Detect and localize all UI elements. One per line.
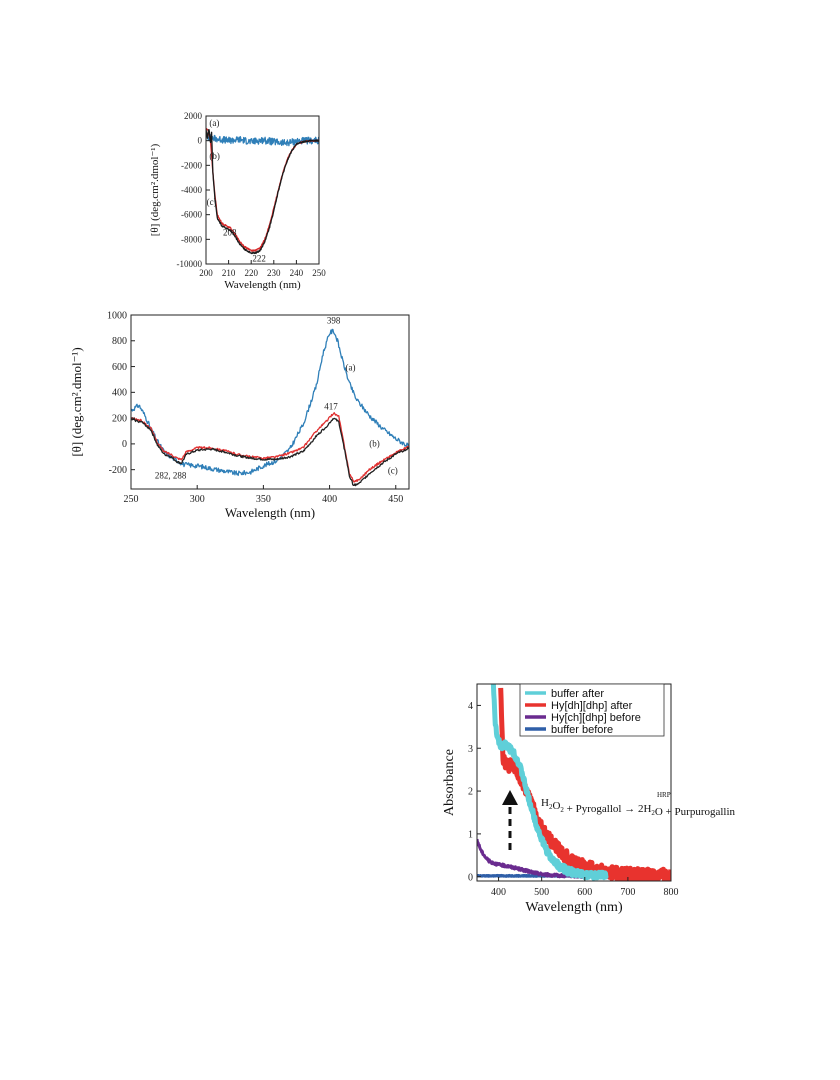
annotation-label: 222: [252, 254, 266, 264]
legend-entry: buffer before: [551, 724, 613, 736]
y-tick-label: 600: [112, 362, 127, 373]
y-tick-label: 2000: [184, 111, 203, 121]
series-line-c: [206, 129, 319, 255]
reaction-catalyst-label: HRP: [657, 791, 671, 799]
annotation-label: 417: [324, 402, 338, 412]
x-axis-label: Wavelength (nm): [525, 900, 623, 915]
y-tick-label: -2000: [181, 160, 202, 170]
reaction-pyrogallol: + Pyrogallol: [564, 803, 624, 815]
legend-entry: buffer after: [551, 688, 604, 700]
y-tick-label: -10000: [177, 259, 203, 269]
chart-panel-1: 200 210 220 230 240 250 2000 0 -2000 -4000 -6000 -8…: [149, 111, 326, 291]
reaction-sub: 2: [560, 806, 564, 814]
x-tick-label: 500: [534, 887, 549, 898]
series-group: [131, 328, 409, 487]
plot-frame: [130, 314, 410, 490]
y-tick-label: -6000: [181, 210, 202, 220]
dashed-arrow: [502, 790, 518, 850]
reaction-text: H2O2 + Pyrogallol → 2H2O + Purpurogallin: [541, 797, 736, 818]
x-tick-label: 250: [312, 268, 326, 278]
annotation-label: (a): [209, 118, 219, 128]
annotation-label: 282, 288: [155, 471, 187, 481]
y-tick-label: 800: [112, 336, 127, 347]
y-axis-label: Absorbance: [442, 749, 457, 816]
reaction-o: O: [552, 800, 560, 812]
annotation-label: (c): [388, 466, 398, 476]
x-tick-label: 300: [190, 494, 205, 505]
reaction-product: O + Purpurogallin: [655, 806, 736, 818]
annotation-label: 398: [327, 315, 341, 325]
x-tick-label: 400: [322, 494, 337, 505]
y-tick-label: 4: [468, 701, 473, 712]
reaction-equation: H2O2 + Pyrogallol → 2H2O + Purpurogallin…: [541, 791, 736, 818]
annotation-label: (c): [207, 197, 217, 207]
reaction-water: 2H: [635, 803, 651, 815]
x-tick-label: 240: [290, 268, 304, 278]
y-tick-label: -8000: [181, 234, 202, 244]
x-axis-label: Wavelength (nm): [224, 279, 301, 291]
annotation-label: (a): [345, 362, 355, 372]
x-axis-label: Wavelength (nm): [225, 505, 315, 520]
series-line-b: [131, 412, 409, 483]
series-line-buffer after: [490, 684, 609, 881]
x-tick-label: 800: [664, 887, 679, 898]
y-tick-label: 3: [468, 744, 473, 755]
y-axis-label: [θ] (deg.cm².dmol⁻¹): [69, 347, 84, 456]
y-tick-label: 0: [122, 439, 127, 450]
x-tick-label: 210: [222, 268, 236, 278]
annotation-label: (b): [209, 151, 220, 161]
reaction-arrow: →: [624, 803, 635, 815]
chart-panel-2: 250 300 350 400 450 1000 800 600 400 200 0 -200 Wave…: [69, 310, 410, 520]
x-tick-label: 230: [267, 268, 281, 278]
y-tick-label: 1: [468, 830, 473, 841]
series-line-a: [206, 133, 319, 147]
y-tick-label: 0: [198, 136, 203, 146]
x-tick-label: 600: [577, 887, 592, 898]
reaction-sub: 2: [651, 809, 655, 817]
y-tick-label: -4000: [181, 185, 202, 195]
annotation-label: (b): [369, 438, 380, 448]
x-tick-label: 250: [124, 494, 139, 505]
x-tick-label: 450: [388, 494, 403, 505]
y-tick-label: 200: [112, 413, 127, 424]
reaction-sub: 2: [549, 803, 553, 811]
series-group: [206, 127, 319, 255]
x-tick-label: 700: [620, 887, 635, 898]
x-tick-label: 220: [244, 268, 258, 278]
x-tick-label: 200: [199, 268, 213, 278]
reaction-h: H: [541, 797, 549, 809]
legend-entry: Hy[ch][dhp] before: [551, 712, 641, 724]
legend-entry: Hy[dh][dhp] after: [551, 700, 633, 712]
y-axis-label: [θ] (deg.cm².dmol⁻¹): [149, 143, 161, 236]
annotation-label: 208: [223, 228, 237, 238]
y-tick-label: -200: [109, 465, 127, 476]
x-tick-label: 400: [491, 887, 506, 898]
y-tick-label: 0: [468, 872, 473, 883]
x-tick-label: 350: [256, 494, 271, 505]
series-group: [477, 684, 671, 881]
series-line-a: [131, 328, 409, 477]
chart-panel-3: 400 500 600 700 800 4 3 2 1 0 Wavelength (nm) Absor…: [442, 683, 679, 915]
series-line-c: [131, 417, 409, 487]
y-tick-label: 400: [112, 388, 127, 399]
arrow-head: [502, 790, 518, 805]
y-tick-label: 2: [468, 787, 473, 798]
y-tick-label: 1000: [107, 310, 127, 321]
